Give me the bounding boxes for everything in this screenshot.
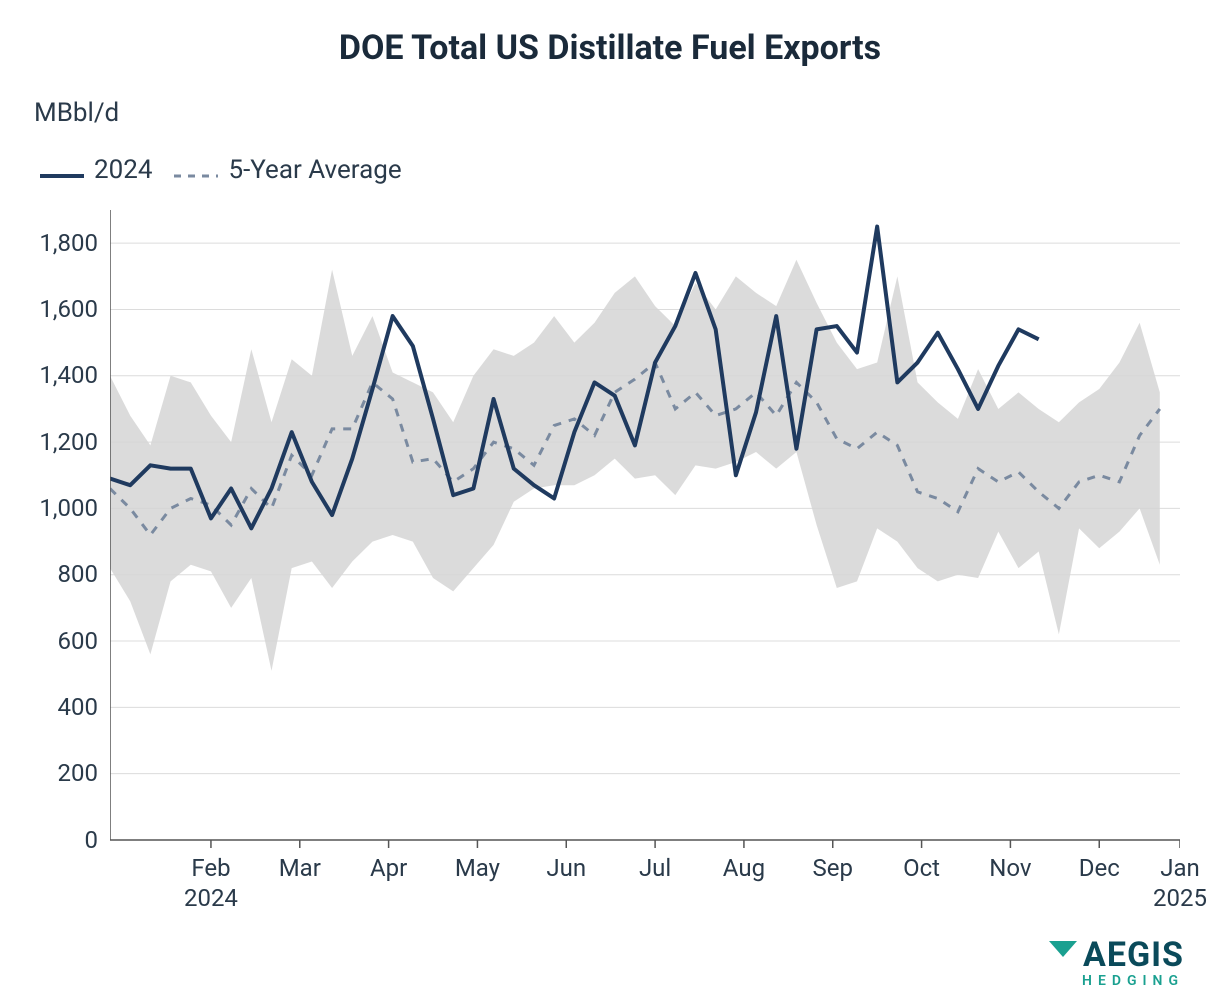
legend: 2024 5-Year Average xyxy=(40,155,402,185)
x-tick-label: Dec xyxy=(1079,854,1120,882)
plot-area xyxy=(110,210,1180,854)
x-tick-label: Sep xyxy=(813,854,853,882)
range-band xyxy=(110,260,1160,671)
x-tick-label: Oct xyxy=(903,854,940,882)
y-axis-unit-label: MBbl/d xyxy=(34,98,119,128)
x-year-label: 2025 xyxy=(1153,884,1207,912)
brand-logo: AEGIS HEDGING xyxy=(1049,938,1184,988)
x-tick-label: May xyxy=(455,854,500,882)
legend-item-avg: 5-Year Average xyxy=(174,155,401,185)
legend-label: 5-Year Average xyxy=(228,155,401,185)
chart-title: DOE Total US Distillate Fuel Exports xyxy=(0,28,1220,68)
y-tick-label: 1,400 xyxy=(39,361,98,389)
chart-container: DOE Total US Distillate Fuel Exports MBb… xyxy=(0,0,1220,1008)
legend-swatch-solid xyxy=(40,155,84,185)
logo-brand-text: AEGIS xyxy=(1083,938,1184,972)
x-tick-label: Aug xyxy=(723,854,765,882)
x-tick-label: Apr xyxy=(370,854,407,882)
y-tick-label: 200 xyxy=(58,759,98,787)
y-tick-label: 800 xyxy=(58,560,98,588)
x-tick-label: Nov xyxy=(989,854,1031,882)
logo-mark-icon xyxy=(1049,941,1077,969)
y-tick-label: 1,000 xyxy=(39,494,98,522)
x-year-label: 2024 xyxy=(184,884,238,912)
legend-label: 2024 xyxy=(94,155,152,185)
y-tick-label: 0 xyxy=(85,826,99,854)
logo-sub-text: HEDGING xyxy=(1049,974,1184,988)
y-tick-label: 1,600 xyxy=(39,295,98,323)
legend-item-2024: 2024 xyxy=(40,155,152,185)
legend-swatch-dashed xyxy=(174,155,218,185)
y-tick-label: 1,800 xyxy=(39,229,98,257)
y-tick-label: 1,200 xyxy=(39,428,98,456)
x-tick-label: Jun xyxy=(546,854,586,882)
y-tick-label: 400 xyxy=(58,693,98,721)
x-tick-label: Jan xyxy=(1160,854,1200,882)
x-tick-label: Feb xyxy=(191,854,230,882)
x-tick-label: Jul xyxy=(639,854,671,882)
y-tick-label: 600 xyxy=(58,627,98,655)
x-tick-label: Mar xyxy=(279,854,321,882)
